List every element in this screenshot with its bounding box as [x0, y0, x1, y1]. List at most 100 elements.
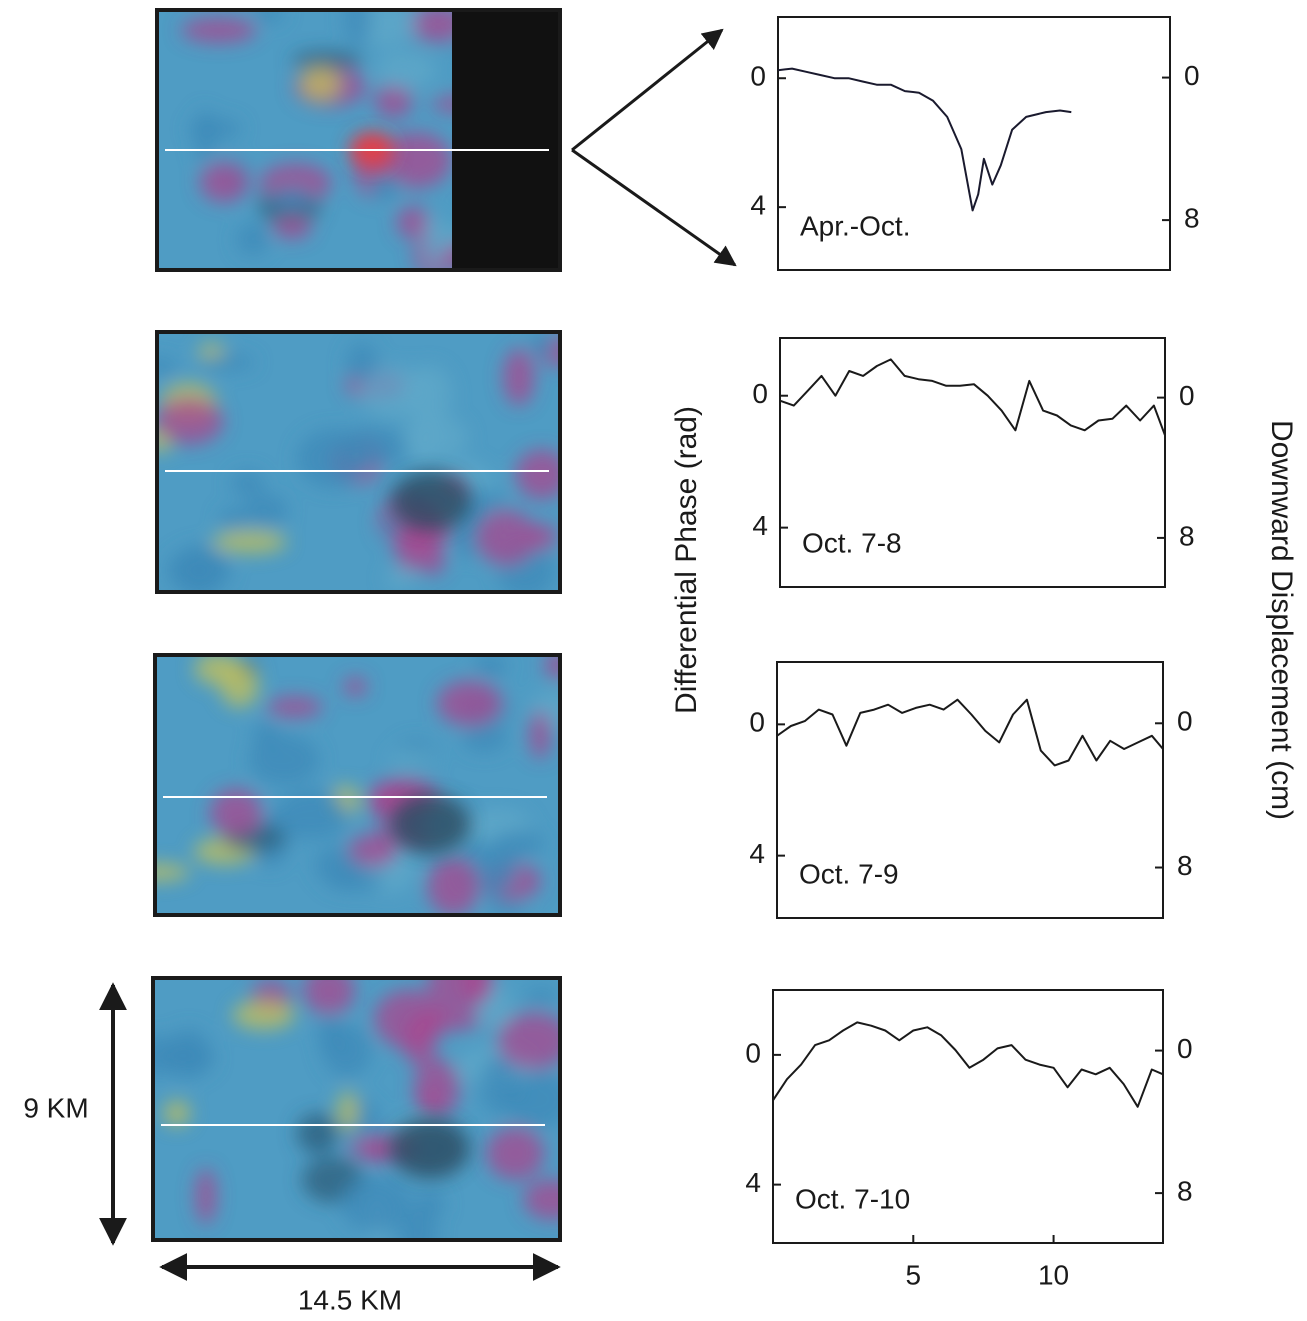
x-tick-label: 5 — [905, 1259, 921, 1290]
image-blob — [180, 17, 257, 44]
image-blob — [374, 84, 413, 118]
image-blob — [175, 544, 224, 592]
panel-label: Oct. 7-9 — [799, 858, 899, 889]
image-blob — [380, 132, 452, 189]
panel-label: Oct. 7-10 — [795, 1183, 910, 1214]
image-blob — [318, 1011, 342, 1056]
y2-tick-label: 8 — [1177, 1176, 1193, 1207]
image-blob — [486, 1126, 545, 1180]
image-blob — [515, 449, 560, 500]
y2-tick-label: 0 — [1177, 1033, 1193, 1064]
image-blob — [396, 206, 431, 239]
image-blob — [426, 857, 480, 915]
image-blob — [338, 426, 408, 468]
arrow — [571, 28, 724, 152]
image-blob — [212, 530, 288, 554]
image-blob — [390, 794, 471, 854]
image-blob — [325, 869, 384, 892]
image-blob — [497, 1012, 560, 1069]
image-blob — [389, 749, 435, 771]
interferogram-images — [151, 8, 562, 1242]
y-tick-label: 0 — [749, 707, 765, 738]
y-tick-label: 4 — [745, 1167, 761, 1198]
plot-frame — [776, 661, 1164, 919]
plot-frame — [779, 337, 1166, 588]
arrow — [571, 148, 737, 267]
image-blob — [243, 493, 289, 528]
x-tick-label: 10 — [1038, 1259, 1069, 1290]
panel-label: Oct. 7-8 — [802, 527, 902, 558]
image-blob — [219, 508, 249, 530]
image-blob — [529, 710, 551, 759]
image-blob — [502, 348, 535, 406]
image-blob — [348, 833, 398, 867]
y-tick-label: 0 — [745, 1037, 761, 1068]
image-frame — [151, 976, 562, 1242]
image-blob — [236, 223, 270, 256]
y-tick-label: 0 — [752, 378, 768, 409]
y-tick-label: 4 — [752, 510, 768, 541]
image-blob — [461, 723, 508, 753]
image-blob — [374, 51, 437, 89]
image-blob — [163, 1100, 191, 1127]
plot-frame — [772, 989, 1164, 1244]
image-blob — [389, 1118, 470, 1179]
image-blob — [194, 655, 242, 686]
image-panel — [153, 978, 560, 1240]
image-blob — [157, 357, 179, 375]
image-blob — [266, 696, 323, 718]
image-panel — [157, 332, 560, 592]
image-blob — [475, 509, 537, 566]
image-panel — [157, 10, 560, 270]
y-tick-label: 0 — [750, 61, 766, 92]
y2-tick-label: 0 — [1179, 380, 1195, 411]
image-blob — [337, 1091, 359, 1131]
panel-label: Apr.-Oct. — [800, 210, 910, 241]
y2-tick-label: 0 — [1177, 706, 1193, 737]
image-blob — [391, 471, 472, 531]
image-blob — [232, 1000, 296, 1030]
image-blob — [157, 397, 224, 445]
image-blob — [252, 721, 280, 747]
image-blob — [359, 366, 430, 419]
image-blob — [474, 655, 508, 679]
image-blob — [303, 978, 355, 1016]
profile-line — [772, 1021, 1164, 1108]
image-blob — [300, 66, 341, 102]
image-blob — [493, 829, 545, 857]
image-blob — [195, 1168, 217, 1225]
image-blob — [340, 1175, 412, 1232]
image-blob — [230, 470, 265, 497]
image-blob — [153, 1035, 187, 1077]
image-blob — [526, 988, 557, 1006]
image-blob — [296, 1112, 339, 1154]
image-frame — [155, 8, 562, 272]
profile-line — [776, 698, 1164, 767]
image-blob — [415, 1189, 446, 1219]
image-blob — [523, 1179, 560, 1221]
height-label: 9 KM — [23, 1092, 88, 1123]
y2-tick-label: 8 — [1184, 203, 1200, 234]
image-blob — [291, 50, 363, 70]
image-frame — [155, 330, 562, 594]
image-blob — [418, 1089, 439, 1111]
y2-tick-label: 8 — [1177, 850, 1193, 881]
y-tick-label: 4 — [749, 838, 765, 869]
image-blob — [343, 676, 368, 697]
y-tick-label: 4 — [750, 190, 766, 221]
image-texture — [153, 978, 560, 1240]
image-blob — [275, 789, 350, 840]
image-blob — [251, 10, 285, 23]
image-blob — [461, 978, 489, 1003]
y2-tick-label: 0 — [1184, 60, 1200, 91]
width-label: 14.5 KM — [298, 1284, 402, 1315]
profile-line — [779, 358, 1166, 436]
image-blob — [272, 216, 312, 240]
image-texture — [155, 655, 560, 915]
y2-tick-label: 8 — [1179, 520, 1195, 551]
image-blob — [199, 161, 249, 203]
plot-frame — [777, 16, 1171, 271]
image-panel — [155, 655, 560, 915]
image-blob — [403, 415, 468, 461]
